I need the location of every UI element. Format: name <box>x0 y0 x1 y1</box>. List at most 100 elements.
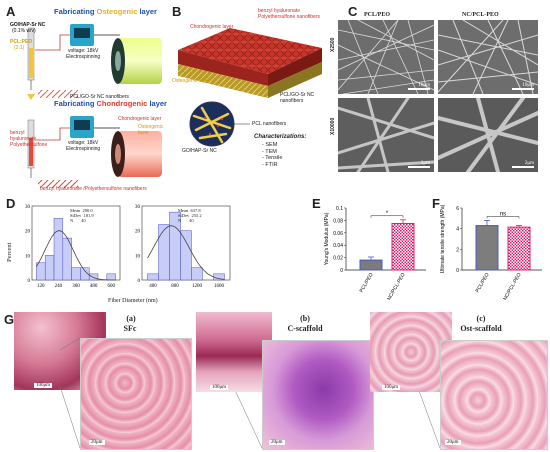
x-tick-label: 600 <box>107 284 115 289</box>
g-c-title: Ost-scaffold <box>460 324 502 333</box>
sem-scale-text: 2μm <box>524 161 534 166</box>
y-tick-label: 0.04 <box>333 243 343 249</box>
d-right-stats: Mean 637.8 StDev 255.2 N 40 <box>178 208 202 224</box>
x-tick-label: 400 <box>149 284 157 289</box>
histogram-left: 30 20 10 0 120 240 360 480 600 <box>25 205 121 289</box>
osteo-title-prefix: Fabricating <box>54 7 97 16</box>
y-tick-label: 0.1 <box>336 206 343 212</box>
y-tick-label: 0 <box>28 279 31 284</box>
panel-label-e: E <box>312 196 321 211</box>
histology-c-zoom: 20μm <box>440 340 548 450</box>
chondro-title-suffix: layer <box>147 99 167 108</box>
chondro-title: Fabricating Chondrogenic layer <box>54 100 167 108</box>
y-tick-label: 2 <box>456 247 459 253</box>
scale-label: 20μm <box>445 440 461 445</box>
panel-b-illustration <box>178 28 322 147</box>
panel-label-g: G <box>4 312 15 327</box>
y-tick-label: 0.08 <box>333 218 343 224</box>
scale-label: 20μm <box>89 440 105 445</box>
y-tick-label: 0 <box>456 268 459 274</box>
histogram-bar <box>88 273 99 281</box>
sem-scale-text: 10μm <box>418 83 430 88</box>
osteo-title-suffix: layer <box>137 7 157 16</box>
scale-label: 100μm <box>382 385 401 390</box>
syringe1-label2: (0.1% w/v) <box>12 28 36 34</box>
significance-bracket <box>370 215 404 218</box>
b-pclgo-label: PCL/GO-Sr NC nanofibers <box>280 92 315 104</box>
histogram-bar <box>158 224 170 281</box>
sem-row2-label: X10000 <box>330 117 336 135</box>
d-ylabel: Percent <box>6 242 13 263</box>
y-tick-label: 30 <box>135 205 141 210</box>
bar <box>391 223 415 271</box>
syringe2-label2: hyaluronate <box>10 136 37 142</box>
x-tick-label: NC/PCL-PEO <box>502 272 523 302</box>
bar <box>475 225 499 271</box>
g-a-label: (a) <box>126 314 136 323</box>
panel-label-f: F <box>432 196 440 211</box>
chondro-title-prefix: Fabricating <box>54 99 97 108</box>
significance-annotation: * <box>386 211 389 217</box>
panel-label-d: D <box>6 196 16 211</box>
d-left-stats: Mean 290.0 StDev 181.9 N 40 <box>70 208 94 224</box>
histology-a-zoom: 20μm <box>80 338 192 450</box>
bar-chart-youngs: 0.1 0.08 0.06 0.04 0.02 0 PCL/PEO NC/PCL-PEO * Yo… <box>324 206 426 302</box>
chondro-layer-label: Chondrogenic layer <box>118 116 162 122</box>
y-tick-label: 20 <box>135 230 141 235</box>
histogram-right: 30 20 10 0 400 800 1200 1600 <box>135 205 231 289</box>
x-tick-label: PCL/PEO <box>359 272 375 294</box>
scale-label: 20μm <box>269 440 285 445</box>
y-tick-label: 20 <box>25 230 31 235</box>
osteo-layer-label: Osteogenic layer <box>138 124 164 136</box>
y-tick-label: 10 <box>135 254 141 259</box>
y-axis-label: Young's Modulus (MPa) <box>324 212 330 265</box>
b-gohap-label: GO/HAP-Sr NC <box>182 148 217 154</box>
sem-scale-text: 10μm <box>522 83 534 88</box>
panel-label-c: C <box>348 4 358 19</box>
panel-a: Fabricating Osteogenic layer GO/HAP-Sr N… <box>10 8 170 193</box>
sem-scale-bar <box>512 88 534 90</box>
g-b-label: (b) <box>300 314 310 323</box>
histology-b-zoom: 20μm <box>262 340 374 450</box>
syringe1-label1: GO/HAP-Sr NC <box>10 22 46 28</box>
voltage1: voltage: 18kV <box>68 48 99 54</box>
d-xlabel: Fiber Diameter (nm) <box>108 298 158 304</box>
b-char-item: - Tensile <box>262 155 283 161</box>
osteo-title-word: Osteogenic <box>96 7 138 16</box>
x-tick-label: 480 <box>90 284 98 289</box>
histogram-bar <box>180 230 192 281</box>
sem-image-nc-x2500: 10μm <box>438 20 538 94</box>
histology-b-overview: 100μm <box>196 312 272 392</box>
histogram-bar <box>191 267 203 281</box>
y-tick-label: 0 <box>340 268 343 274</box>
y-tick-label: 10 <box>25 254 31 259</box>
histogram-bar <box>71 267 81 281</box>
sem-fibers <box>438 98 538 172</box>
panel-label-b: B <box>172 4 182 19</box>
sem-image-nc-x10000: 2μm <box>438 98 538 172</box>
scale-label: 100μm <box>210 385 229 390</box>
sem-fibers <box>338 98 434 172</box>
b-char-item: - SEM <box>262 142 278 148</box>
y-tick-label: 6 <box>456 206 459 212</box>
y-tick-label: 0.02 <box>333 256 343 262</box>
x-tick-label: NC/PCL-PEO <box>386 272 407 302</box>
histogram-bar <box>36 262 46 281</box>
sem-scale-bar <box>408 166 430 168</box>
x-tick-label: 360 <box>72 284 80 289</box>
chondro-title-word: Chondrogenic <box>96 99 148 108</box>
histogram-bar <box>44 255 55 281</box>
syringe2-label3: Polyethersulfone <box>10 142 48 148</box>
sem-col2-title: NC/PCL-PEO <box>462 12 499 18</box>
scale-label: 100μm <box>34 383 53 388</box>
histogram-bar <box>106 273 116 281</box>
g-a-title: SFc <box>123 324 137 333</box>
b-pes-label: Polyethersulfone nanofibers <box>258 14 320 20</box>
sem-scale-text: 2μm <box>420 161 430 166</box>
sem-fibers <box>438 20 538 94</box>
histogram-bar <box>147 273 159 281</box>
histology-c-overview: 100μm <box>370 312 452 392</box>
b-char-item: - TEM <box>262 148 277 155</box>
bar-chart-tensile: 6 4 2 0 PCL/PEO NC/PCL-PEO ns Ultimate tensile … <box>440 204 542 302</box>
b-char-title: Characterizations: <box>254 134 307 140</box>
